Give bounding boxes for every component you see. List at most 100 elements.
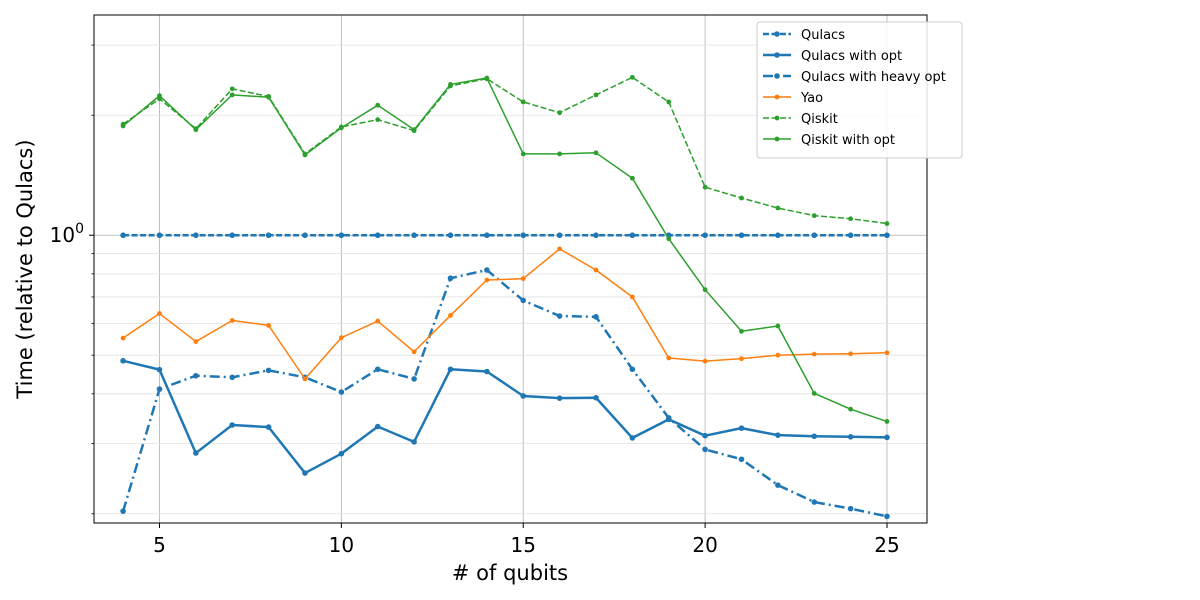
data-point <box>666 355 672 361</box>
data-point <box>557 110 563 116</box>
data-point <box>593 150 599 156</box>
data-point <box>447 366 454 373</box>
legend-label: Qulacs <box>801 28 845 43</box>
x-tick-label: 15 <box>511 533 536 557</box>
series-yao <box>120 246 890 382</box>
data-point <box>702 184 708 190</box>
data-point <box>520 232 527 239</box>
data-point <box>157 93 162 99</box>
data-point <box>629 294 635 300</box>
data-point <box>120 232 126 239</box>
data-point <box>666 99 672 105</box>
data-point <box>265 367 272 374</box>
data-point <box>556 395 563 401</box>
data-point <box>302 470 308 476</box>
data-point <box>302 376 308 382</box>
data-point <box>484 368 490 375</box>
data-point <box>338 125 344 131</box>
data-point <box>629 175 635 181</box>
series-line <box>122 248 888 380</box>
data-point <box>156 366 163 373</box>
legend-label: Qulacs with opt <box>801 49 902 64</box>
series-qulacs-with-heavy-opt <box>120 267 890 520</box>
data-point <box>265 424 272 430</box>
data-point <box>739 195 744 201</box>
data-point <box>302 152 308 158</box>
data-point <box>702 287 708 293</box>
data-point <box>811 390 817 396</box>
data-point <box>411 127 417 133</box>
data-point <box>593 267 599 273</box>
data-point <box>447 275 454 282</box>
legend-marker <box>774 136 780 142</box>
data-point <box>848 216 854 222</box>
x-tick-label: 5 <box>153 533 166 557</box>
data-point <box>847 434 854 440</box>
y-axis: 100 <box>50 44 94 515</box>
data-point <box>520 276 526 282</box>
y-axis-label: Time (relative to Qulacs) <box>13 139 37 399</box>
data-point <box>557 246 563 252</box>
data-point <box>411 376 417 382</box>
data-point <box>775 232 781 239</box>
legend-label: Qulacs with heavy opt <box>801 70 946 85</box>
legend-marker <box>774 94 780 100</box>
data-point <box>702 446 708 453</box>
data-point <box>775 323 781 329</box>
data-point <box>811 433 818 440</box>
data-point <box>775 432 781 438</box>
data-point <box>411 439 417 445</box>
series-qulacs <box>120 232 890 239</box>
data-point <box>884 434 890 441</box>
data-point <box>811 213 817 219</box>
data-point <box>556 232 563 239</box>
data-point <box>629 366 636 373</box>
data-point <box>629 232 636 239</box>
data-point <box>556 313 563 319</box>
data-point <box>738 456 745 463</box>
data-point <box>593 232 599 239</box>
data-point <box>557 151 563 157</box>
data-point <box>156 386 163 392</box>
legend-marker <box>774 115 780 121</box>
data-point <box>374 366 381 373</box>
data-point <box>193 372 199 379</box>
data-point <box>702 432 708 439</box>
data-point <box>374 232 381 239</box>
x-tick-label: 20 <box>692 533 717 557</box>
data-point <box>884 350 890 356</box>
series-qulacs-with-opt <box>120 358 890 476</box>
legend-label: Qiskit with opt <box>801 133 895 148</box>
data-point <box>120 335 126 341</box>
data-point <box>665 415 672 421</box>
series-layer <box>120 74 890 520</box>
data-point <box>847 505 854 512</box>
data-point <box>229 374 236 381</box>
data-point <box>120 123 126 129</box>
data-point <box>338 232 345 239</box>
x-axis: 5 10 15 20 25 <box>153 523 900 557</box>
data-point <box>375 318 381 324</box>
data-point <box>520 393 527 399</box>
data-point <box>739 356 744 362</box>
x-tick-label: 10 <box>329 533 354 557</box>
data-point <box>374 423 381 430</box>
data-point <box>884 232 890 239</box>
legend-label: Yao <box>800 91 823 106</box>
data-point <box>338 389 345 395</box>
x-tick-label: 25 <box>874 533 899 557</box>
data-point <box>193 232 199 239</box>
data-point <box>811 351 817 357</box>
data-point <box>629 435 636 441</box>
data-point <box>411 232 417 239</box>
data-point <box>193 339 199 344</box>
data-point <box>738 425 745 431</box>
data-point <box>848 406 854 412</box>
data-point <box>520 151 526 157</box>
data-point <box>193 450 199 456</box>
data-point <box>593 92 599 98</box>
data-point <box>375 117 381 123</box>
data-point <box>447 232 454 239</box>
data-point <box>811 499 818 505</box>
data-point <box>156 232 163 239</box>
